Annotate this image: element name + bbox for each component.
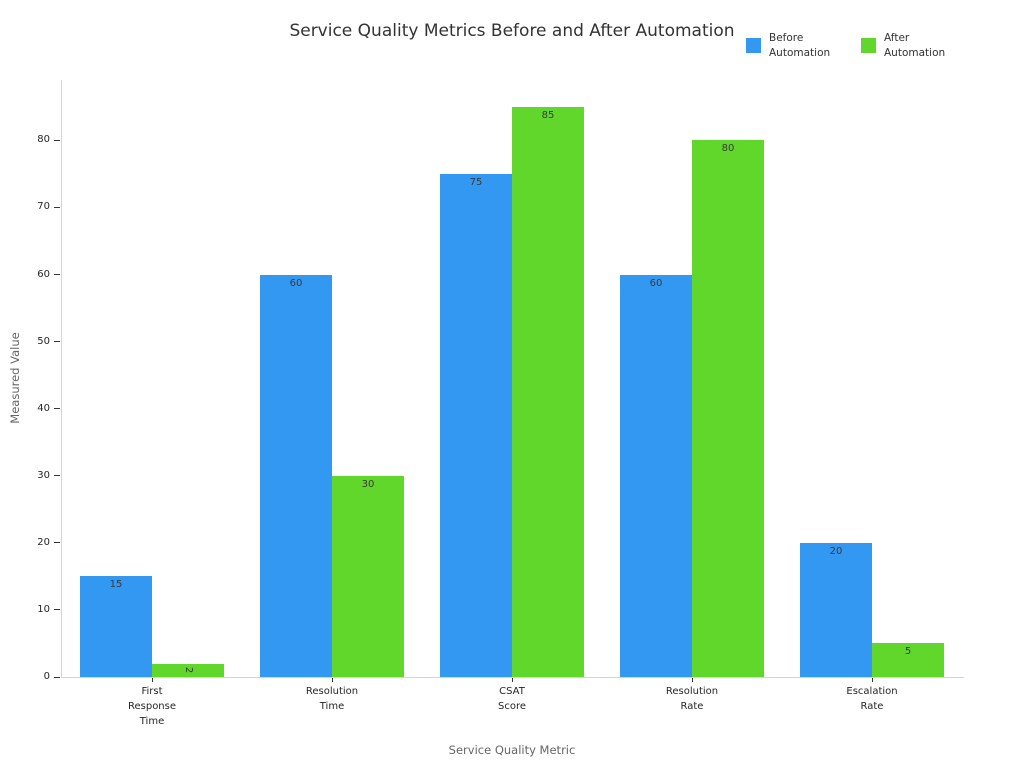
y-tick-mark xyxy=(54,609,60,611)
bar-after-3 xyxy=(692,140,764,677)
bar-before-0 xyxy=(80,576,152,677)
legend-item-after-automation: After Automation xyxy=(861,31,956,61)
y-tick-label: 40 xyxy=(37,402,50,414)
x-tick-label: Resolution Rate xyxy=(665,686,719,712)
y-tick-mark xyxy=(54,139,60,141)
bar-value-label: 5 xyxy=(904,646,912,658)
y-tick-mark xyxy=(54,542,60,544)
legend-swatch-after-icon xyxy=(861,38,876,53)
y-tick-mark xyxy=(54,341,60,343)
chart-title: Service Quality Metrics Before and After… xyxy=(289,21,735,41)
x-tick-label: CSAT Score xyxy=(497,686,526,712)
y-tick-label: 30 xyxy=(37,469,50,481)
bar-value-label: 80 xyxy=(721,143,735,155)
x-tick-mark xyxy=(691,678,693,682)
y-tick-mark xyxy=(54,408,60,410)
bar-after-2 xyxy=(512,106,584,677)
bar-before-3 xyxy=(620,274,692,677)
y-tick-mark xyxy=(54,676,60,678)
x-axis-title: Service Quality Metric xyxy=(448,743,576,757)
legend-swatch-before-icon xyxy=(746,38,761,53)
y-tick-label: 60 xyxy=(37,268,50,280)
bar-before-1 xyxy=(260,274,332,677)
bar-value-label: 15 xyxy=(109,579,123,591)
y-tick-label: 70 xyxy=(37,201,50,213)
bar-value-label: 85 xyxy=(541,109,555,121)
bar-value-label: 30 xyxy=(361,478,375,490)
bar-after-1 xyxy=(332,475,404,677)
x-tick-mark xyxy=(511,678,513,682)
bar-before-4 xyxy=(800,542,872,677)
legend-label-after: After Automation xyxy=(884,32,946,59)
x-tick-label: Escalation Rate xyxy=(846,686,898,712)
bar-value-label: 20 xyxy=(829,545,843,557)
legend-label-before: Before Automation xyxy=(769,32,831,59)
y-tick-label: 50 xyxy=(37,335,50,347)
y-tick-label: 10 xyxy=(37,603,50,615)
y-tick-mark xyxy=(54,274,60,276)
bar-after-4 xyxy=(872,643,944,677)
bar-value-label: 2 xyxy=(183,667,194,674)
bar-before-2 xyxy=(440,173,512,677)
bar-value-label: 60 xyxy=(649,277,663,289)
x-tick-label: Resolution Time xyxy=(305,686,359,712)
x-tick-mark xyxy=(871,678,873,682)
y-axis-line xyxy=(61,80,62,677)
y-tick-mark xyxy=(54,206,60,208)
legend: Before Automation After Automation xyxy=(746,31,956,61)
bar-value-label: 60 xyxy=(289,277,303,289)
y-tick-label: 20 xyxy=(37,536,50,548)
x-axis-line xyxy=(61,677,964,678)
bar-after-0 xyxy=(152,663,224,677)
y-tick-mark xyxy=(54,475,60,477)
x-tick-label: First Response Time xyxy=(127,686,177,727)
bar-value-label: 75 xyxy=(469,176,483,188)
x-tick-mark xyxy=(151,678,153,682)
y-tick-label: 80 xyxy=(37,134,50,146)
y-tick-label: 0 xyxy=(43,671,50,682)
legend-item-before-automation: Before Automation xyxy=(746,31,841,61)
x-tick-mark xyxy=(331,678,333,682)
